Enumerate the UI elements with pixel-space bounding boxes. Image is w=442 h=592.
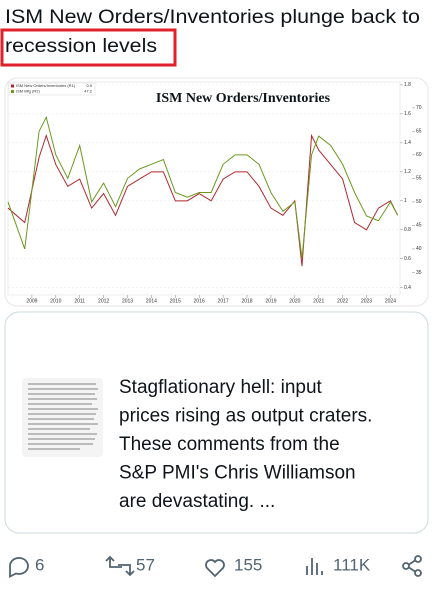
highlight-box (0, 28, 177, 67)
y-tick-label: 1 (404, 198, 407, 204)
like-count: 155 (234, 555, 262, 574)
x-tick-label: 2020 (289, 298, 300, 304)
quote-line: S&P PMI's Chris Williamson (119, 463, 356, 484)
action-icons (9, 555, 422, 578)
post-text: ISM New Orders/Inventories plunge back t… (5, 7, 420, 28)
y2-tick-label: 45 (416, 223, 422, 229)
y-tick-label: 1.6 (404, 111, 411, 117)
y-tick-label: 0.6 (404, 256, 411, 262)
repost-count: 57 (136, 555, 155, 574)
x-tick-label: 2016 (194, 298, 205, 304)
view-count: 111K (333, 555, 371, 574)
post-text-highlight: recession levels (5, 36, 157, 57)
y2-tick-label: 60 (416, 152, 422, 158)
x-tick-label: 2014 (146, 298, 157, 304)
like-icon[interactable] (205, 559, 225, 578)
repost-icon[interactable] (105, 555, 135, 577)
legend-box (8, 82, 96, 96)
x-tick-label: 2011 (74, 298, 85, 304)
embedded-chart: 0.4 0.6 0.8 1 1.2 1.4 1.6 1.8 35 40 45 50 55 60 65 70 20… (7, 81, 422, 304)
quote-line: prices rising as output craters. (119, 406, 372, 427)
y-tick-label: 1.8 (404, 82, 411, 88)
quote-line: Stagflationary hell: input (119, 377, 323, 398)
quote-text: Stagflationary hell: input prices rising … (119, 377, 372, 512)
legend-value: 47.2 (84, 89, 93, 94)
chart-title: ISM New Orders/Inventories (156, 91, 331, 106)
y2-tick-label: 35 (416, 270, 422, 276)
quote-card[interactable] (4, 311, 429, 534)
x-tick-label: 2012 (98, 298, 109, 304)
y-tick-label: 1.4 (404, 140, 411, 146)
y2-tick-label: 40 (416, 246, 422, 252)
legend-label: ISM New Orders/Inventories (R1) (16, 83, 76, 88)
x-tick-label: 2015 (170, 298, 181, 304)
x-tick-label: 2021 (313, 298, 324, 304)
x-tick-label: 2022 (337, 298, 348, 304)
x-tick-label: 2019 (265, 298, 276, 304)
plot-frame (7, 81, 401, 296)
reply-icon[interactable] (9, 557, 29, 578)
quote-thumbnail (22, 378, 103, 457)
series-line (7, 133, 399, 267)
x-tick-label: 2013 (122, 298, 133, 304)
y2-tick-label: 65 (416, 129, 422, 135)
share-icon[interactable] (402, 555, 422, 577)
quote-line: These comments from the (119, 434, 340, 455)
x-tick-label: 2009 (26, 298, 37, 304)
y-tick-label: 0.8 (404, 227, 411, 233)
y2-tick-label: 55 (416, 176, 422, 182)
y2-tick-label: 70 (416, 105, 422, 111)
x-tick-label: 2017 (218, 298, 229, 304)
y2-tick-label: 50 (416, 199, 422, 205)
legend-value: 0.9 (86, 83, 92, 88)
views-icon[interactable] (306, 558, 323, 575)
legend-swatch (11, 90, 14, 93)
reply-count: 6 (35, 555, 44, 574)
x-tick-label: 2024 (385, 298, 396, 304)
x-tick-label: 2018 (241, 298, 252, 304)
x-tick-label: 2023 (361, 298, 372, 304)
quote-line: are devastating. ... (119, 491, 275, 512)
legend-label: ISM Mfg (R2) (16, 89, 40, 94)
series-line (7, 115, 399, 259)
x-tick-label: 2010 (50, 298, 61, 304)
legend-swatch (11, 84, 14, 88)
y-tick-label: 0.4 (404, 285, 411, 291)
y-tick-label: 1.2 (404, 169, 411, 175)
